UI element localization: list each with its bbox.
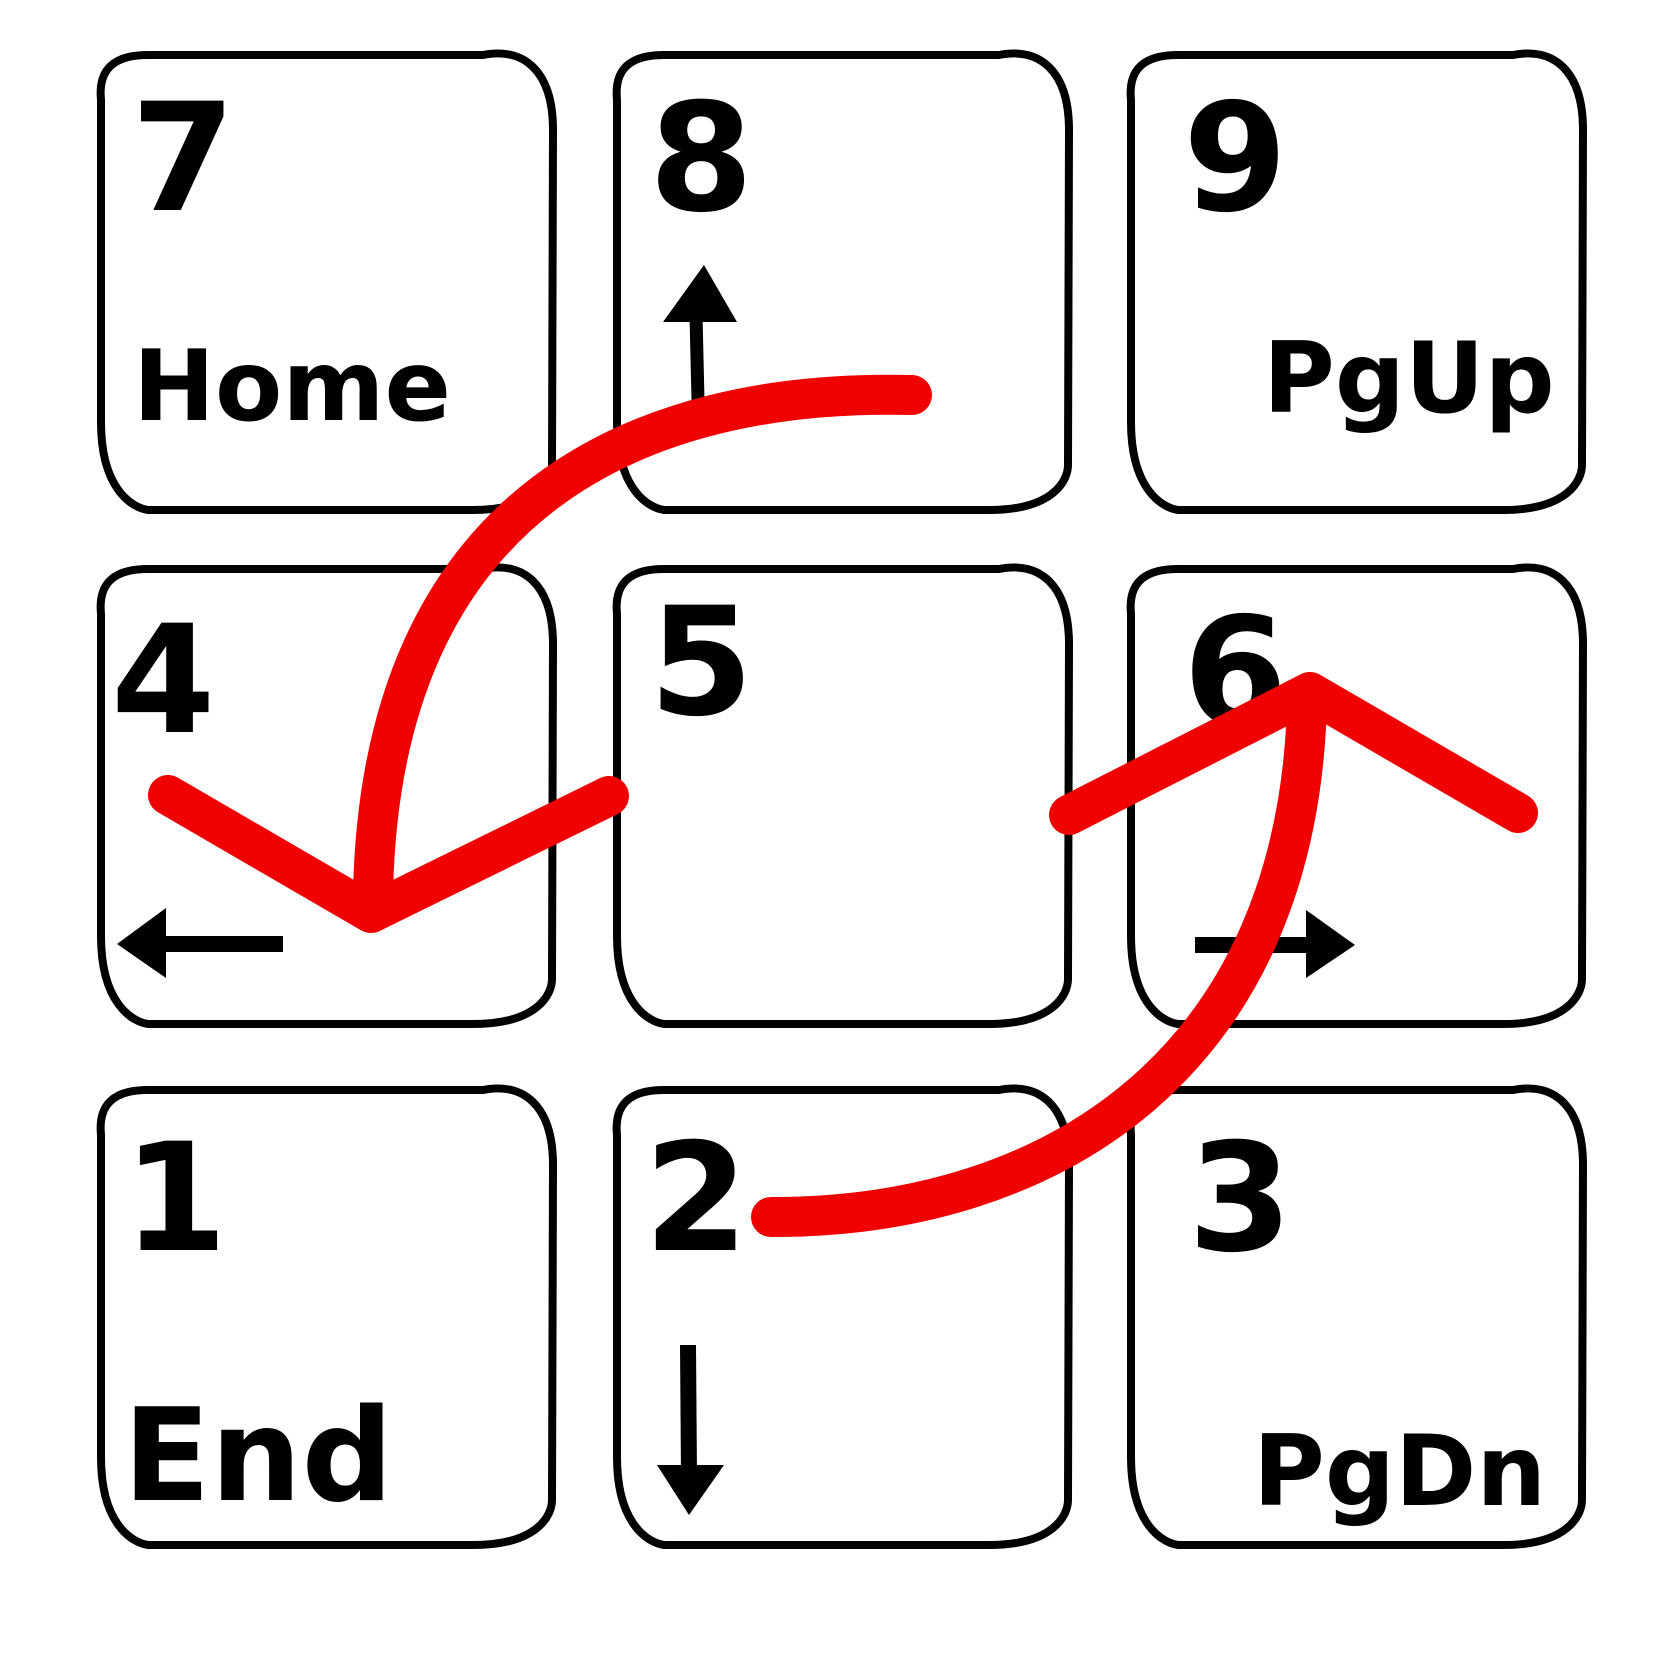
key-8: 8 [617,53,1069,510]
key-8-number: 8 [649,72,753,246]
key-2: 2 [617,1088,1069,1545]
key-4-number: 4 [111,594,215,768]
key-4: 4 [101,567,553,1024]
key-5: 5 [617,567,1069,1024]
key-7: 7 Home [101,53,553,510]
up-arrow-icon [663,265,737,401]
up-arrowhead-icon [1049,672,1538,835]
key-3: 3 PgDn [1131,1088,1583,1545]
key-9-label: PgUp [1263,322,1555,436]
key-2-number: 2 [644,1112,748,1286]
down-arrow-icon [657,1344,724,1515]
key-1: 1 End [101,1088,553,1545]
left-arrow-icon [117,908,283,978]
key-3-label: PgDn [1253,1415,1546,1529]
key-9: 9 PgUp [1131,53,1583,510]
key-7-label: Home [133,330,451,444]
gesture-strokes [148,374,1538,1238]
key-7-number: 7 [131,72,235,246]
key-3-number: 3 [1188,1112,1292,1286]
key-1-number: 1 [123,1112,227,1286]
key-9-number: 9 [1183,72,1287,246]
key-5-number: 5 [649,576,753,750]
curve-8-to-4-stroke [353,374,932,915]
down-arrowhead-icon [148,775,629,933]
key-1-label: End [123,1382,393,1531]
curve-2-to-6-stroke [751,683,1327,1238]
